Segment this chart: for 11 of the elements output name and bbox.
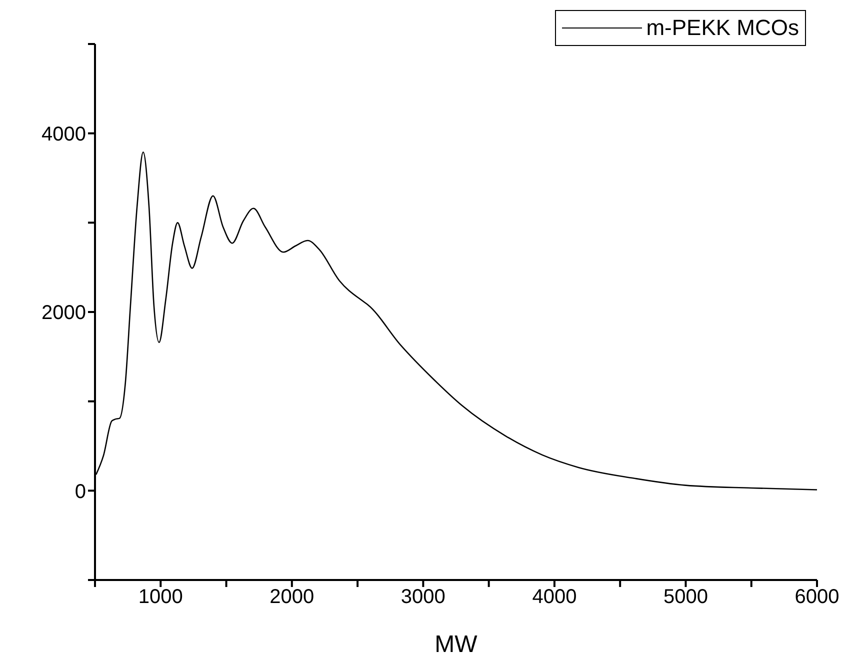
x-axis-title: MW xyxy=(434,631,478,658)
x-tick-label: 1000 xyxy=(138,586,183,608)
y-tick-label: 2000 xyxy=(42,302,86,324)
x-tick-label: 4000 xyxy=(532,586,577,608)
y-tick-label: 0 xyxy=(74,480,86,503)
y-tick-label: 4000 xyxy=(42,123,86,146)
legend-label: m-PEKK MCOs xyxy=(646,15,799,41)
x-tick-label: 2000 xyxy=(270,586,314,608)
x-tick-label: 3000 xyxy=(400,586,446,608)
x-tick-label: 5000 xyxy=(663,586,708,608)
x-tick-label: 6000 xyxy=(794,586,840,608)
